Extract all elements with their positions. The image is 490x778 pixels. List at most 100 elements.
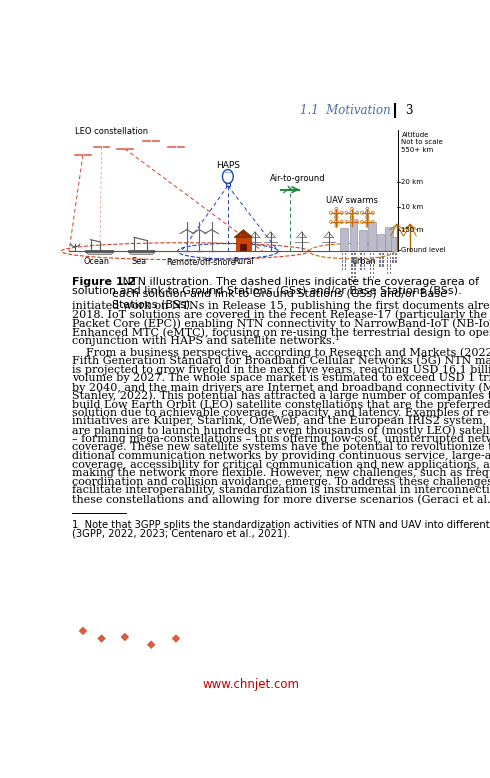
Bar — [351, 261, 353, 263]
Bar — [342, 265, 343, 267]
Bar — [351, 265, 353, 267]
Bar — [387, 268, 388, 271]
Bar — [369, 261, 371, 263]
Bar — [392, 261, 394, 263]
Bar — [345, 253, 346, 255]
Bar — [361, 265, 362, 267]
Bar — [342, 253, 343, 255]
Text: 2018. IoT solutions are covered in the recent Release-17 (particularly the Evolv: 2018. IoT solutions are covered in the r… — [72, 310, 490, 321]
Bar — [390, 265, 392, 267]
Bar — [369, 253, 371, 255]
Text: HAPS: HAPS — [216, 161, 240, 170]
Bar — [379, 257, 381, 259]
Text: volume by 2027. The whole space market is estimated to exceed USD 1 trillion: volume by 2027. The whole space market i… — [72, 373, 490, 384]
Bar — [369, 268, 371, 271]
Bar — [385, 226, 393, 251]
Text: NTN illustration. The dashed lines indicate the coverage area of each solution a: NTN illustration. The dashed lines indic… — [112, 277, 479, 310]
Bar — [361, 261, 362, 263]
Text: Ocean: Ocean — [83, 258, 109, 267]
Bar — [379, 261, 381, 263]
Bar — [351, 253, 353, 255]
Bar — [373, 261, 374, 263]
Text: Rural: Rural — [233, 258, 254, 267]
Bar — [342, 261, 343, 263]
Text: are planning to launch hundreds or even thousands of (mostly LEO) satellites: are planning to launch hundreds or even … — [72, 425, 490, 436]
Text: ditional communication networks by providing continuous service, large-area: ditional communication networks by provi… — [72, 451, 490, 461]
Bar — [364, 268, 365, 271]
Bar — [359, 230, 367, 251]
Text: Fifth Generation Standard for Broadband Cellular Networks (5G) NTN market: Fifth Generation Standard for Broadband … — [72, 356, 490, 366]
Text: – forming mega-constellations – thus offering low-cost, uninterrupted network: – forming mega-constellations – thus off… — [72, 433, 490, 443]
Text: Enhanced MTC (eMTC), focusing on re-using the terrestrial design to operate in: Enhanced MTC (eMTC), focusing on re-usin… — [72, 327, 490, 338]
Bar — [361, 253, 362, 255]
Bar — [361, 268, 362, 271]
Bar — [382, 257, 384, 259]
Bar — [364, 257, 365, 259]
Text: coverage, accessibility for critical communication and new applications, and: coverage, accessibility for critical com… — [72, 460, 490, 470]
Text: Stanley, 2022). This potential has attracted a large number of companies to: Stanley, 2022). This potential has attra… — [72, 391, 490, 401]
Bar — [351, 257, 353, 259]
Text: 10 km: 10 km — [401, 204, 423, 209]
Bar — [364, 253, 365, 255]
Bar — [379, 253, 381, 255]
Bar — [351, 268, 353, 271]
Text: 1  Note that 3GPP splits the standardization activities of NTN and UAV into diff: 1 Note that 3GPP splits the standardizat… — [72, 520, 490, 531]
Polygon shape — [172, 635, 180, 643]
Bar — [387, 261, 388, 263]
Text: initiated work on NTNs in Release 15, publishing the first documents already in: initiated work on NTNs in Release 15, pu… — [72, 301, 490, 311]
Text: solution and link to Ground Stations (GSs) and/or Base Stations (BSs).: solution and link to Ground Stations (GS… — [72, 286, 462, 296]
Text: these constellations and allowing for more diverse scenarios (Geraci et al., 202: these constellations and allowing for mo… — [72, 494, 490, 505]
Bar — [342, 268, 343, 271]
Bar — [379, 265, 381, 267]
Bar — [390, 268, 392, 271]
Bar — [364, 261, 365, 263]
Polygon shape — [79, 627, 87, 635]
Bar — [373, 257, 374, 259]
Bar — [342, 257, 343, 259]
Text: making the network more flexible. However, new challenges, such as frequency: making the network more flexible. Howeve… — [72, 468, 490, 478]
Text: Urban: Urban — [351, 258, 376, 267]
Text: facilitate interoperability, standardization is instrumental in interconnecting: facilitate interoperability, standardiza… — [72, 485, 490, 496]
Text: Ground level: Ground level — [401, 247, 446, 253]
Bar — [373, 268, 374, 271]
Bar — [349, 219, 357, 251]
Polygon shape — [98, 635, 105, 643]
Text: Packet Core (EPC)) enabling NTN connectivity to NarrowBand-IoT (NB-IoT) and: Packet Core (EPC)) enabling NTN connecti… — [72, 318, 490, 329]
Text: solution due to achievable coverage, capacity, and latency. Examples of recent: solution due to achievable coverage, cap… — [72, 408, 490, 418]
Bar — [354, 272, 356, 275]
Text: From a business perspective, according to Research and Markets (2022), the: From a business perspective, according t… — [72, 348, 490, 358]
Bar — [345, 257, 346, 259]
Bar — [392, 257, 394, 259]
Bar — [387, 272, 388, 275]
Bar — [377, 234, 385, 251]
Polygon shape — [84, 251, 114, 254]
Bar — [354, 253, 356, 255]
Text: Remote/off-shore: Remote/off-shore — [166, 258, 236, 267]
Bar — [387, 265, 388, 267]
Bar — [236, 237, 251, 251]
Text: (3GPP, 2022, 2023; Centenaro et al., 2021).: (3GPP, 2022, 2023; Centenaro et al., 202… — [72, 528, 291, 538]
Bar — [361, 257, 362, 259]
Bar — [395, 257, 397, 259]
Bar — [395, 261, 397, 263]
Text: Sea: Sea — [131, 258, 147, 267]
Bar — [340, 228, 348, 251]
Text: Air-to-ground: Air-to-ground — [270, 174, 325, 184]
Bar — [390, 253, 392, 255]
Text: 20 km: 20 km — [401, 179, 423, 185]
Bar — [382, 261, 384, 263]
Bar — [382, 253, 384, 255]
Polygon shape — [128, 251, 156, 254]
Bar — [387, 253, 388, 255]
Bar — [351, 276, 353, 279]
Text: Figure 1.2: Figure 1.2 — [72, 277, 136, 286]
Bar — [354, 257, 356, 259]
Text: Altitude
Not to scale
550+ km: Altitude Not to scale 550+ km — [401, 131, 443, 152]
Bar — [354, 280, 356, 282]
Bar — [345, 265, 346, 267]
Bar — [364, 265, 365, 267]
Bar — [351, 272, 353, 275]
Polygon shape — [234, 230, 253, 237]
Text: initiatives are Kuiper, Starlink, OneWeb, and the European IRIS2 system, which: initiatives are Kuiper, Starlink, OneWeb… — [72, 416, 490, 426]
Text: by 2040, and the main drivers are Internet and broadband connectivity (Morgan: by 2040, and the main drivers are Intern… — [72, 382, 490, 393]
